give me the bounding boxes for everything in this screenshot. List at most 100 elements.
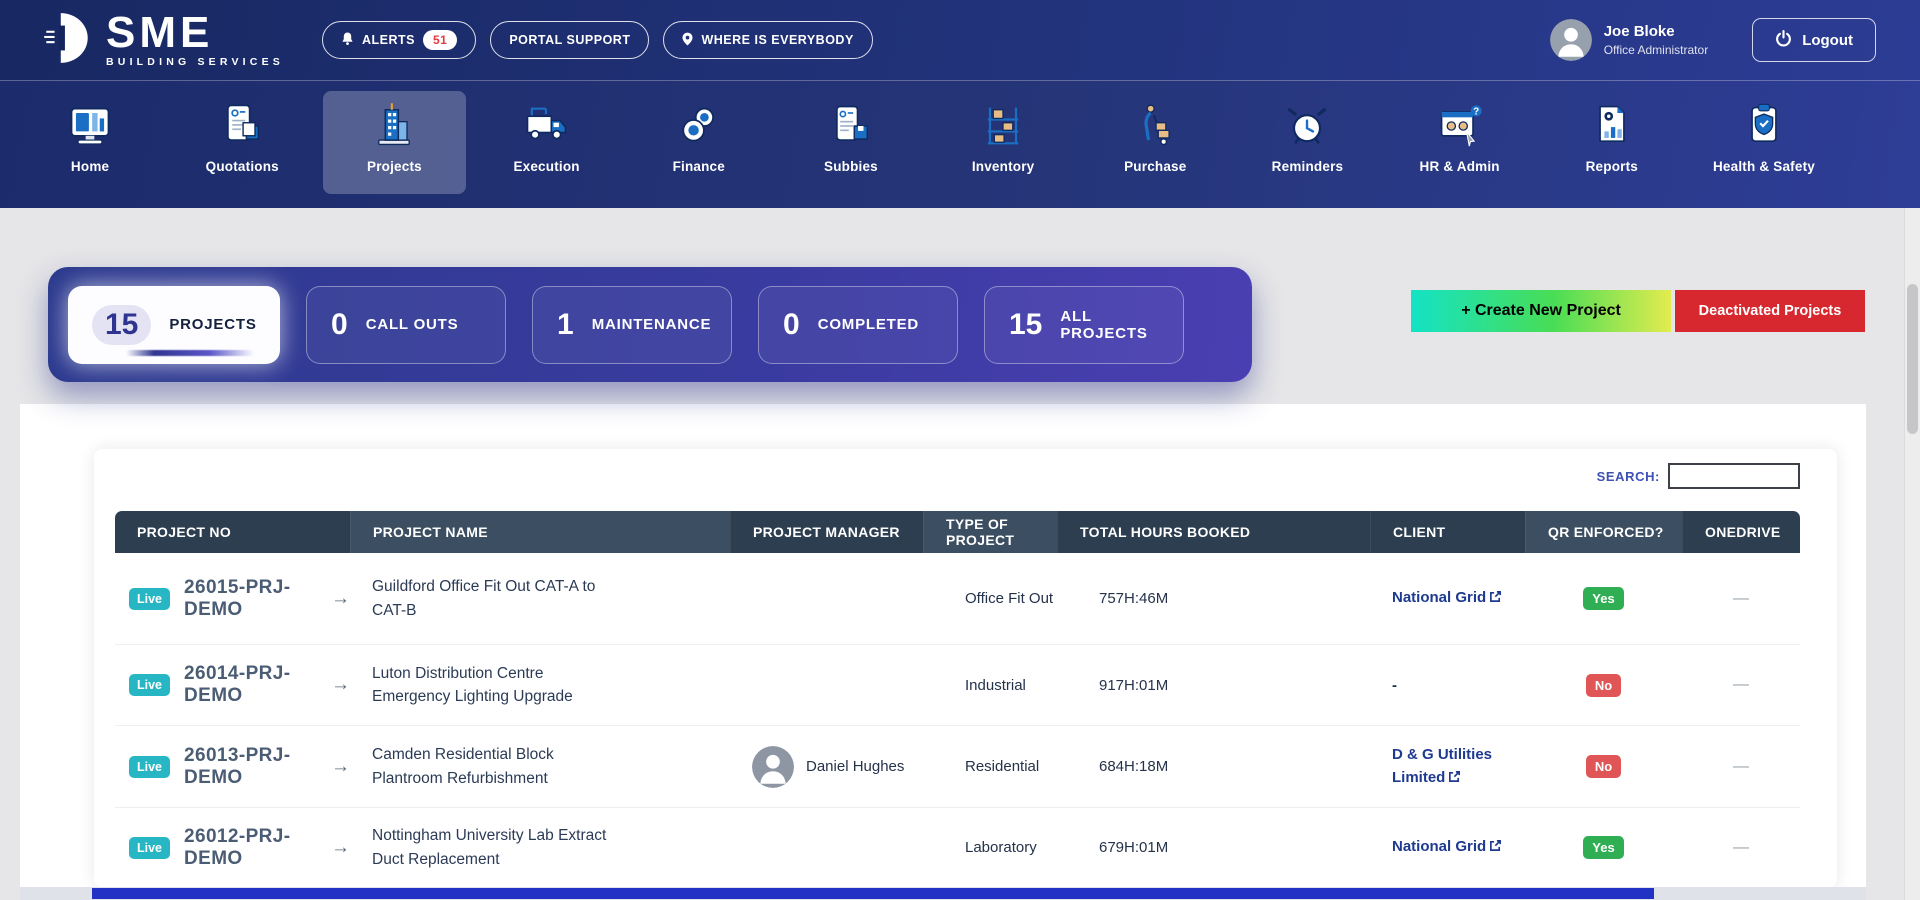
table-header-row: PROJECT NO PROJECT NAME PROJECT MANAGER … [115, 511, 1800, 553]
nav-item-reminders[interactable]: Reminders [1236, 91, 1378, 194]
nav-label-finance: Finance [672, 159, 725, 174]
create-new-project-button[interactable]: + Create New Project [1411, 290, 1671, 332]
qr-enforced-badge: Yes [1583, 587, 1624, 610]
col-header-project-name: PROJECT NAME [350, 511, 730, 553]
logo-subtitle: BUILDING SERVICES [106, 55, 284, 68]
onedrive-value: — [1733, 589, 1749, 607]
project-name: Nottingham University Lab Extract Duct R… [372, 827, 607, 868]
client-link[interactable]: National Grid [1392, 836, 1520, 859]
external-link-icon [1490, 840, 1502, 852]
table-row[interactable]: Live 26015-PRJ-DEMO → Guildford Office F… [115, 553, 1800, 645]
search-input[interactable] [1668, 463, 1800, 489]
project-name: Camden Residential Block Plantroom Refur… [372, 746, 554, 787]
col-header-total-hours-booked: TOTAL HOURS BOOKED [1057, 511, 1370, 553]
content-panel: SEARCH: PROJECT NO PROJECT NAME PROJECT … [20, 404, 1866, 900]
where-is-everybody-label: WHERE IS EVERYBODY [701, 33, 854, 47]
stat-card-maintenance[interactable]: 1 MAINTENANCE [532, 285, 732, 364]
projects-table: PROJECT NO PROJECT NAME PROJECT MANAGER … [115, 511, 1800, 887]
open-project-arrow[interactable]: → [331, 836, 350, 858]
nav-label-quotations: Quotations [205, 159, 279, 174]
manager-name: Daniel Hughes [806, 758, 905, 775]
stat-label: CALL OUTS [365, 316, 459, 333]
horizontal-scrollbar-thumb[interactable] [92, 888, 1654, 899]
client-link[interactable]: D & G Utilities Limited [1392, 746, 1493, 786]
user-role: Office Administrator [1603, 43, 1709, 57]
stat-card-projects[interactable]: 15 PROJECTS [68, 285, 280, 364]
open-project-arrow[interactable]: → [331, 674, 350, 695]
logout-button[interactable]: Logout [1752, 18, 1876, 62]
project-type: Industrial [965, 676, 1026, 694]
nav-item-quotations[interactable]: Quotations [171, 91, 313, 194]
nav-item-health-safety[interactable]: Health & Safety [1693, 91, 1835, 194]
client-link[interactable]: National Grid [1392, 587, 1520, 610]
main-nav: Home Quotations Projects Execution Finan… [0, 80, 1920, 208]
nav-item-finance[interactable]: Finance [628, 91, 770, 194]
project-number-link[interactable]: 26015-PRJ-DEMO [184, 576, 291, 620]
stat-card-all-projects[interactable]: 15 ALL PROJECTS [984, 285, 1184, 364]
nav-item-projects[interactable]: Projects [323, 91, 466, 194]
nav-item-reports[interactable]: Reports [1541, 91, 1683, 194]
stat-value: 1 [557, 307, 574, 341]
table-row[interactable]: Live 26014-PRJ-DEMO → Luton Distribution… [115, 645, 1800, 726]
alerts-button[interactable]: ALERTS 51 [321, 21, 477, 59]
project-manager: Daniel Hughes [752, 745, 905, 788]
vertical-scrollbar-thumb[interactable] [1907, 284, 1918, 434]
search-row: SEARCH: [1597, 463, 1800, 489]
nav-item-hr-admin[interactable]: ? HR & Admin [1389, 91, 1531, 194]
qr-enforced-badge: No [1585, 755, 1622, 778]
open-project-arrow[interactable]: → [331, 587, 350, 609]
project-number-link[interactable]: 26012-PRJ-DEMO [184, 825, 291, 869]
col-header-project-manager: PROJECT MANAGER [730, 511, 923, 553]
col-header-client: CLIENT [1370, 511, 1525, 553]
col-header-project-no: PROJECT NO [115, 511, 350, 553]
stat-card-call-outs[interactable]: 0 CALL OUTS [306, 285, 506, 364]
table-row[interactable]: Live 26013-PRJ-DEMO → Camden Residential… [115, 726, 1800, 808]
qr-enforced-badge: No [1585, 673, 1622, 697]
nav-label-execution: Execution [513, 159, 580, 174]
nav-item-execution[interactable]: Execution [476, 91, 618, 194]
logo-mark-icon [38, 9, 96, 72]
projects-table-card: SEARCH: PROJECT NO PROJECT NAME PROJECT … [94, 449, 1837, 887]
where-is-everybody-button[interactable]: WHERE IS EVERYBODY [663, 21, 873, 59]
nav-item-purchase[interactable]: Purchase [1084, 91, 1226, 194]
vertical-scrollbar[interactable] [1904, 208, 1920, 900]
execution-truck-icon [520, 99, 574, 153]
user-info[interactable]: Joe Bloke Office Administrator [1549, 19, 1709, 61]
open-project-arrow[interactable]: → [331, 755, 350, 777]
stat-label: PROJECTS [169, 316, 257, 333]
project-type: Residential [965, 758, 1040, 775]
hr-admin-screen-icon: ? [1433, 99, 1487, 153]
nav-label-hr-admin: HR & Admin [1419, 159, 1500, 174]
onedrive-value: — [1733, 676, 1749, 693]
deactivated-projects-button[interactable]: Deactivated Projects [1675, 290, 1865, 332]
col-header-type-of-project: TYPE OF PROJECT [923, 511, 1057, 553]
onedrive-value: — [1733, 838, 1749, 856]
project-name: Guildford Office Fit Out CAT-A to CAT-B [372, 578, 596, 619]
purchase-trolley-icon [1128, 99, 1182, 153]
total-hours: 684H:18M [1099, 758, 1169, 775]
stat-value: 0 [783, 307, 800, 341]
nav-item-subbies[interactable]: Subbies [780, 91, 922, 194]
location-pin-icon [682, 32, 694, 49]
stat-card-completed[interactable]: 0 COMPLETED [758, 285, 958, 364]
nav-item-home[interactable]: Home [19, 91, 161, 194]
project-number-link[interactable]: 26014-PRJ-DEMO [184, 663, 291, 706]
stat-value: 15 [1009, 307, 1043, 341]
project-type: Office Fit Out [965, 590, 1054, 607]
horizontal-scrollbar[interactable] [20, 887, 1866, 900]
status-badge: Live [129, 836, 171, 859]
project-number-link[interactable]: 26013-PRJ-DEMO [184, 744, 291, 788]
nav-label-purchase: Purchase [1124, 159, 1187, 174]
project-type: Laboratory [965, 839, 1037, 856]
onedrive-value: — [1733, 757, 1749, 775]
bell-icon [341, 31, 354, 49]
nav-item-inventory[interactable]: Inventory [932, 91, 1074, 194]
user-avatar [1549, 19, 1592, 61]
health-safety-shield-icon [1737, 99, 1791, 153]
home-monitor-icon [63, 99, 117, 153]
table-row[interactable]: Live 26012-PRJ-DEMO → Nottingham Univers… [115, 808, 1800, 887]
logo-title: SME [106, 8, 214, 58]
col-header-onedrive: ONEDRIVE [1682, 511, 1800, 553]
portal-support-button[interactable]: PORTAL SUPPORT [490, 21, 650, 59]
nav-label-reports: Reports [1585, 159, 1639, 174]
